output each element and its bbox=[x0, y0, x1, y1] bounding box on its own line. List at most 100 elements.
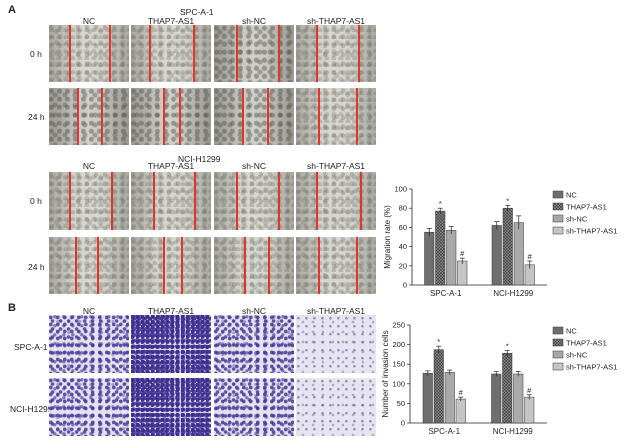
column-header-thap7: THAP7-AS1 bbox=[147, 306, 195, 316]
x-tick-label: NCI-H1299 bbox=[493, 427, 534, 436]
bar-nc bbox=[424, 231, 435, 286]
legend-label: THAP7-AS1 bbox=[566, 203, 607, 212]
bar-sh-thap7-as1 bbox=[457, 260, 468, 286]
significance-mark: * bbox=[506, 341, 509, 350]
legend-swatch bbox=[552, 214, 564, 223]
row-label-24h: 24 h bbox=[28, 262, 45, 272]
bar-thap7-as1 bbox=[502, 352, 513, 424]
bar-thap7-as1 bbox=[435, 210, 446, 286]
wound-image bbox=[214, 88, 294, 145]
wound-image bbox=[131, 237, 211, 294]
invasion-image bbox=[49, 315, 129, 373]
invasion-image bbox=[214, 315, 294, 373]
y-tick-label: 0 bbox=[401, 419, 405, 428]
legend-swatch bbox=[552, 338, 564, 347]
bar-nc bbox=[422, 372, 433, 424]
significance-mark: # bbox=[528, 252, 533, 261]
bar-sh-thap7-as1 bbox=[524, 396, 535, 424]
bar-nc bbox=[491, 373, 502, 424]
y-tick-label: 100 bbox=[394, 185, 407, 194]
invasion-image bbox=[214, 378, 294, 436]
x-tick-label: NCI-H1299 bbox=[493, 289, 534, 298]
wound-image bbox=[214, 25, 294, 82]
y-tick-label: 20 bbox=[399, 261, 407, 270]
invasion-image bbox=[296, 378, 376, 436]
column-header-shthap7: sh-THAP7-AS1 bbox=[306, 306, 366, 316]
column-header-nc: NC bbox=[82, 306, 96, 316]
x-tick-label: SPC-A-1 bbox=[430, 289, 462, 298]
panel-letter-b: B bbox=[8, 302, 16, 314]
column-header-shnc: sh-NC bbox=[241, 16, 267, 26]
row-label-nci: NCI-H1299 bbox=[10, 404, 53, 414]
y-tick-label: 50 bbox=[397, 399, 405, 408]
column-header-nc: NC bbox=[82, 161, 96, 171]
y-tick-label: 100 bbox=[392, 379, 405, 388]
invasion-image bbox=[131, 378, 211, 436]
panel-letter-a: A bbox=[8, 4, 16, 16]
y-tick-label: 60 bbox=[399, 223, 407, 232]
invasion-image bbox=[131, 315, 211, 373]
wound-image bbox=[214, 237, 294, 294]
bar-sh-nc bbox=[513, 222, 524, 286]
wound-image bbox=[296, 88, 376, 145]
legend-swatch bbox=[552, 226, 564, 235]
row-label-spc: SPC-A-1 bbox=[14, 342, 48, 352]
legend-swatch bbox=[552, 350, 564, 359]
wound-image bbox=[296, 172, 376, 230]
significance-mark: # bbox=[460, 249, 465, 258]
wound-image bbox=[131, 25, 211, 82]
legend-swatch bbox=[552, 326, 564, 335]
wound-image bbox=[131, 88, 211, 145]
migration-rate-chart: 0 20 40 60 80 100 Migration rate (%) * # SPC-A-1 *… bbox=[383, 185, 617, 299]
row-label-24h: 24 h bbox=[28, 112, 45, 122]
column-header-shnc: sh-NC bbox=[241, 306, 267, 316]
y-tick-label: 80 bbox=[399, 204, 407, 213]
row-label-0h: 0 h bbox=[30, 196, 42, 206]
bar-thap7-as1 bbox=[502, 207, 513, 286]
bar-sh-nc bbox=[446, 230, 457, 286]
y-tick-label: 40 bbox=[399, 242, 407, 251]
wound-image bbox=[49, 25, 129, 82]
cell-line-label-spc: SPC-A-1 bbox=[180, 7, 214, 17]
legend-label: NC bbox=[566, 191, 577, 200]
y-axis-label: Number of invasion cells bbox=[381, 330, 390, 417]
legend-label: THAP7-AS1 bbox=[566, 339, 607, 348]
column-header-nc: NC bbox=[82, 16, 96, 26]
wound-image bbox=[131, 172, 211, 230]
column-header-shthap7: sh-THAP7-AS1 bbox=[306, 16, 366, 26]
wound-image bbox=[296, 237, 376, 294]
cell-line-label-nci: NCI-H1299 bbox=[178, 154, 221, 164]
legend-label: sh-THAP7-AS1 bbox=[566, 227, 617, 236]
significance-mark: * bbox=[437, 337, 440, 346]
column-header-thap7: THAP7-AS1 bbox=[147, 16, 195, 26]
legend-swatch bbox=[552, 362, 564, 371]
significance-mark: * bbox=[439, 199, 442, 208]
legend-label: sh-NC bbox=[566, 215, 588, 224]
column-header-thap7: THAP7-AS1 bbox=[147, 161, 195, 171]
y-tick-label: 0 bbox=[403, 281, 407, 290]
bar-sh-nc bbox=[513, 373, 524, 424]
significance-mark: * bbox=[506, 196, 509, 205]
bar-sh-thap7-as1 bbox=[455, 398, 466, 424]
column-header-shnc: sh-NC bbox=[241, 161, 267, 171]
y-tick-label: 250 bbox=[392, 321, 405, 330]
column-header-shthap7: sh-THAP7-AS1 bbox=[306, 161, 366, 171]
row-label-0h: 0 h bbox=[30, 49, 42, 59]
y-tick-label: 150 bbox=[392, 360, 405, 369]
y-tick-label: 200 bbox=[392, 340, 405, 349]
invasion-image bbox=[296, 315, 376, 373]
bar-nc bbox=[491, 225, 502, 286]
wound-image bbox=[49, 88, 129, 145]
wound-image bbox=[296, 25, 376, 82]
invasion-image bbox=[49, 378, 129, 436]
legend-swatch bbox=[552, 190, 564, 199]
legend-label: sh-THAP7-AS1 bbox=[566, 363, 617, 372]
bar-thap7-as1 bbox=[433, 349, 444, 424]
wound-image bbox=[49, 172, 129, 230]
significance-mark: # bbox=[459, 388, 464, 397]
wound-image bbox=[214, 172, 294, 230]
bar-sh-nc bbox=[444, 372, 455, 424]
legend-label: sh-NC bbox=[566, 351, 588, 360]
y-axis-label: Migration rate (%) bbox=[383, 205, 392, 269]
